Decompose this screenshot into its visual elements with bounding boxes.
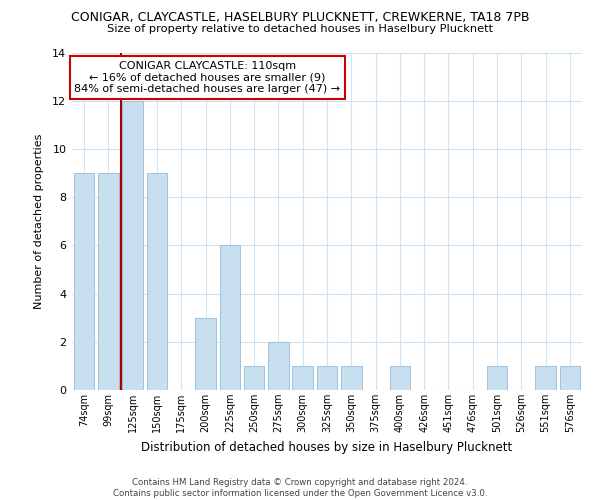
Text: Contains HM Land Registry data © Crown copyright and database right 2024.
Contai: Contains HM Land Registry data © Crown c… [113,478,487,498]
Bar [389,366,410,390]
Bar [341,366,362,390]
Bar [74,173,94,390]
Y-axis label: Number of detached properties: Number of detached properties [34,134,44,309]
Bar [560,366,580,390]
Bar [317,366,337,390]
Bar [244,366,265,390]
Bar [487,366,508,390]
Bar [268,342,289,390]
Text: CONIGAR CLAYCASTLE: 110sqm
← 16% of detached houses are smaller (9)
84% of semi-: CONIGAR CLAYCASTLE: 110sqm ← 16% of deta… [74,61,340,94]
Bar [146,173,167,390]
Bar [220,246,240,390]
X-axis label: Distribution of detached houses by size in Haselbury Plucknett: Distribution of detached houses by size … [142,440,512,454]
Bar [195,318,216,390]
Bar [292,366,313,390]
Text: CONIGAR, CLAYCASTLE, HASELBURY PLUCKNETT, CREWKERNE, TA18 7PB: CONIGAR, CLAYCASTLE, HASELBURY PLUCKNETT… [71,11,529,24]
Text: Size of property relative to detached houses in Haselbury Plucknett: Size of property relative to detached ho… [107,24,493,34]
Bar [122,100,143,390]
Bar [98,173,119,390]
Bar [535,366,556,390]
